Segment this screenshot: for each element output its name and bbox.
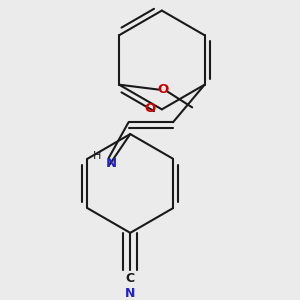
Text: C: C [126,272,135,285]
Text: H: H [93,151,101,161]
Text: O: O [157,83,168,96]
Text: N: N [125,287,135,300]
Text: O: O [145,102,156,115]
Text: N: N [106,157,117,170]
